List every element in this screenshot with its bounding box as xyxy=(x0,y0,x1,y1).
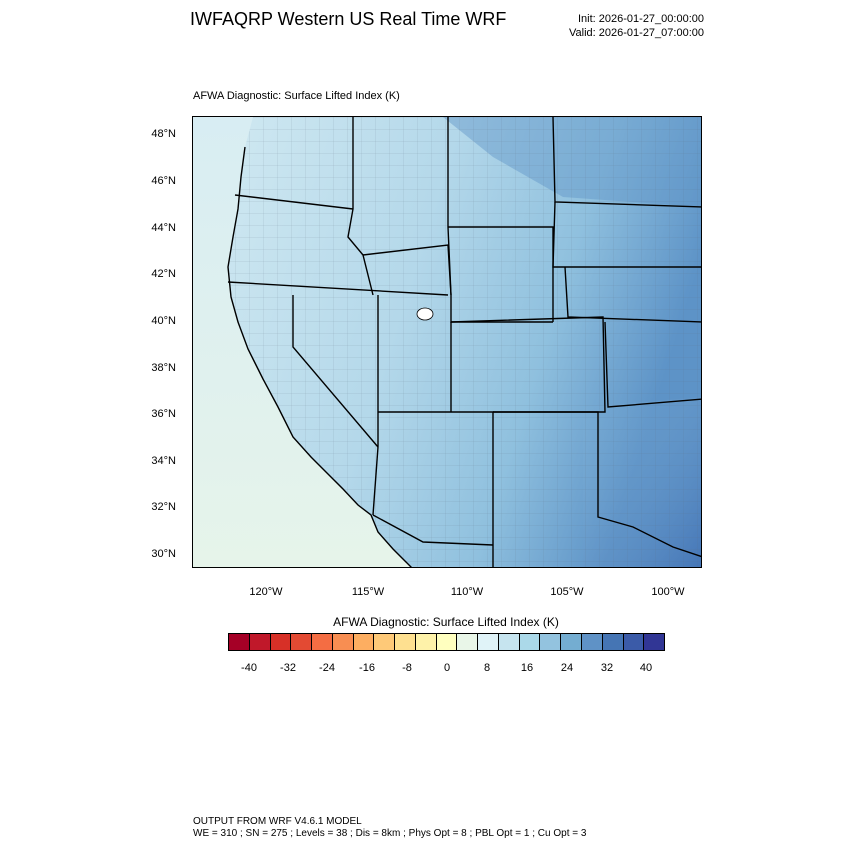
init-time: Init: 2026-01-27_00:00:00 xyxy=(578,13,704,25)
lon-label-100: 100°W xyxy=(651,586,685,598)
colorbar-label: -16 xyxy=(359,662,375,674)
colorbar-cell xyxy=(498,634,520,650)
lon-label-110: 110°W xyxy=(450,586,484,598)
colorbar-cell xyxy=(623,634,645,650)
valid-time: Valid: 2026-01-27_07:00:00 xyxy=(569,27,704,39)
lat-label-32: 32°N xyxy=(151,501,176,513)
colorbar-cell xyxy=(457,634,479,650)
colorbar-cell xyxy=(602,634,624,650)
colorbar-cell xyxy=(353,634,375,650)
lat-label-46: 46°N xyxy=(151,175,176,187)
colorbar-cell xyxy=(395,634,416,650)
colorbar-cell xyxy=(519,634,541,650)
colorbar-cell xyxy=(478,634,499,650)
colorbar-label: -40 xyxy=(241,662,257,674)
colorbar-label: 8 xyxy=(483,662,491,674)
lat-label-36: 36°N xyxy=(151,408,176,420)
colorbar-label: 40 xyxy=(639,662,653,674)
colorbar-label: -32 xyxy=(280,662,296,674)
lat-label-48: 48°N xyxy=(151,128,176,140)
map-svg xyxy=(193,117,701,567)
lon-label-115: 115°W xyxy=(351,586,385,598)
colorbar-cell xyxy=(436,634,458,650)
lat-label-40: 40°N xyxy=(151,315,176,327)
lat-label-44: 44°N xyxy=(151,222,176,234)
colorbar-label: -24 xyxy=(319,662,335,674)
colorbar-cell xyxy=(270,634,292,650)
colorbar-cell xyxy=(540,634,562,650)
colorbar-cell xyxy=(374,634,396,650)
colorbar-cell xyxy=(291,634,313,650)
lat-label-42: 42°N xyxy=(151,268,176,280)
colorbar-label: 32 xyxy=(600,662,614,674)
map-panel xyxy=(192,116,702,568)
colorbar-cell xyxy=(249,634,271,650)
colorbar-cell xyxy=(582,634,603,650)
plot-title: AFWA Diagnostic: Surface Lifted Index (K… xyxy=(193,90,400,102)
lat-label-34: 34°N xyxy=(151,455,176,467)
colorbar-label: -8 xyxy=(402,662,412,674)
colorbar-title: AFWA Diagnostic: Surface Lifted Index (K… xyxy=(333,615,559,629)
footer-model-line: OUTPUT FROM WRF V4.6.1 MODEL xyxy=(193,816,362,827)
main-title: IWFAQRP Western US Real Time WRF xyxy=(190,9,507,29)
lat-label-38: 38°N xyxy=(151,362,176,374)
colorbar-cell xyxy=(332,634,354,650)
footer-config-line: WE = 310 ; SN = 275 ; Levels = 38 ; Dis … xyxy=(193,828,587,839)
lon-label-120: 120°W xyxy=(249,586,283,598)
lon-label-105: 105°W xyxy=(550,586,584,598)
colorbar-cell xyxy=(644,634,665,650)
county-lines xyxy=(228,117,701,567)
state-borders xyxy=(227,117,701,567)
colorbar-label: 16 xyxy=(520,662,534,674)
colorbar-label: 0 xyxy=(443,662,451,674)
colorbar-cell xyxy=(415,634,437,650)
great-salt-lake xyxy=(416,307,434,321)
colorbar-cell xyxy=(312,634,333,650)
colorbar-label: 24 xyxy=(560,662,574,674)
colorbar xyxy=(228,633,665,651)
lat-label-30: 30°N xyxy=(151,548,176,560)
colorbar-cell xyxy=(229,634,250,650)
colorbar-cell xyxy=(561,634,583,650)
